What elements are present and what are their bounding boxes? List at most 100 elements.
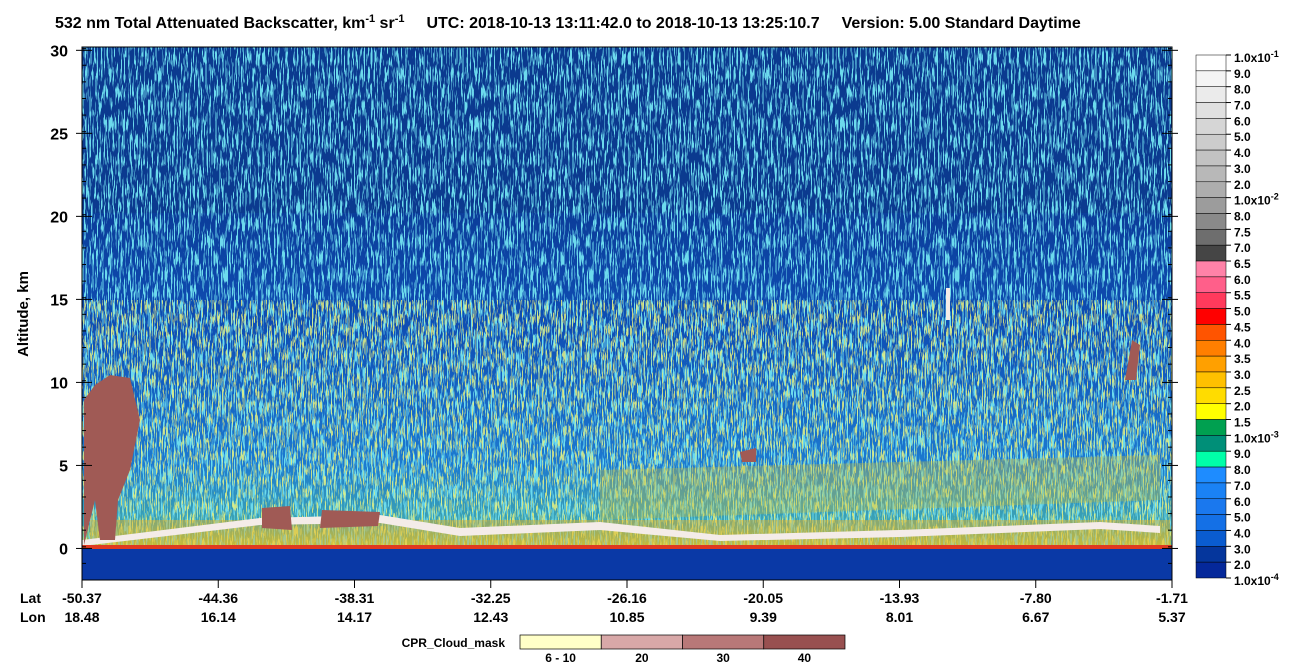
cloud (946, 288, 950, 320)
colorbar-swatch (1195, 561, 1227, 579)
colorbar-label: 9.0 (1234, 67, 1251, 81)
colorbar-label: 3.0 (1234, 162, 1251, 176)
colorbar-label: 6.0 (1234, 273, 1251, 287)
colorbar-swatch (1195, 371, 1227, 389)
colorbar-label: 1.0x10-4 (1234, 572, 1279, 588)
colorbar-label: 6.5 (1234, 257, 1251, 271)
x-tick-label: 6.67 (1022, 609, 1049, 625)
x-tick-label: -38.31 (335, 590, 375, 606)
colorbar-label: 4.0 (1234, 146, 1251, 160)
colorbar-label: 8.0 (1234, 463, 1251, 477)
colorbar-label: 3.0 (1234, 542, 1251, 556)
colorbar-label: 4.0 (1234, 336, 1251, 350)
colorbar-swatch (1195, 403, 1227, 420)
cpr-legend-label: 6 - 10 (545, 651, 576, 665)
x-tick-label: 16.14 (201, 609, 236, 625)
cpr-legend-label: 20 (635, 651, 649, 665)
colorbar-label: 4.5 (1234, 320, 1251, 334)
title-utc: UTC: 2018-10-13 13:11:42.0 to 2018-10-13… (426, 15, 819, 32)
x-tick-label: 5.37 (1158, 609, 1185, 625)
cpr-legend-title: CPR_Cloud_mask (402, 636, 506, 650)
x-tick-label: 18.48 (64, 609, 99, 625)
colorbar-swatch (1195, 197, 1227, 214)
colorbar-label: 2.0 (1234, 400, 1251, 414)
title-exp: -1 (365, 13, 375, 25)
colorbar-swatch (1195, 86, 1227, 103)
colorbar-swatch (1195, 419, 1227, 436)
x-tick-label: 9.39 (750, 609, 777, 625)
colorbar-swatch (1195, 244, 1227, 262)
x-tick-label: 10.85 (609, 609, 644, 625)
colorbar-swatch (1195, 229, 1227, 246)
cpr-cloud (84, 375, 140, 545)
cpr-legend-swatch (600, 634, 683, 650)
colorbar-swatch (1195, 514, 1227, 531)
x-tick-label: -7.80 (1020, 590, 1052, 606)
x-tick-label: 14.17 (337, 609, 372, 625)
colorbar-label: 3.5 (1234, 352, 1251, 366)
colorbar-label: 8.0 (1234, 209, 1251, 223)
colorbar-swatch (1195, 466, 1227, 484)
colorbar-swatch (1195, 165, 1227, 183)
colorbar-label: 7.0 (1234, 99, 1251, 113)
colorbar-swatch (1195, 260, 1227, 278)
colorbar-label: 5.5 (1234, 289, 1251, 303)
colorbar-label: 8.0 (1234, 83, 1251, 97)
x-tick-label: -50.37 (62, 590, 102, 606)
colorbar-swatch (1195, 149, 1227, 167)
y-tick-label: 20 (50, 209, 68, 226)
colorbar-swatch (1195, 546, 1227, 563)
x-tick-label: -1.71 (1156, 590, 1188, 606)
colorbar-label: 1.0x10-2 (1234, 192, 1279, 208)
colorbar-label: 3.0 (1234, 368, 1251, 382)
colorbar-label: 5.0 (1234, 511, 1251, 525)
title-exp: -1 (395, 13, 405, 25)
x-tick-label: -44.36 (198, 590, 238, 606)
colorbar-label: 7.0 (1234, 479, 1251, 493)
colorbar-swatch (1195, 181, 1227, 198)
title-text: 532 nm Total Attenuated Backscatter, km (55, 15, 365, 32)
colorbar-label: 1.0x10-1 (1234, 49, 1279, 65)
y-tick-label: 15 (50, 292, 68, 309)
colorbar-label-exp: -4 (1271, 572, 1279, 582)
colorbar-swatch (1195, 292, 1227, 309)
colorbar-swatch (1195, 70, 1227, 87)
colorbar-label: 7.0 (1234, 241, 1251, 255)
colorbar-swatch (1195, 355, 1227, 373)
colorbar-label-base: 1.0x10 (1234, 574, 1271, 588)
colorbar-label-base: 1.0x10 (1234, 194, 1271, 208)
x-row-name: Lat (20, 590, 41, 606)
x-tick-label: 12.43 (473, 609, 508, 625)
colorbar-label-exp: -1 (1271, 49, 1279, 59)
surface (82, 545, 1172, 549)
colorbar-swatch (1195, 387, 1227, 404)
x-row-name: Lon (20, 609, 46, 625)
x-tick-label: -26.16 (607, 590, 647, 606)
colorbar-label: 5.0 (1234, 130, 1251, 144)
title-text: sr (375, 15, 395, 32)
y-tick-label: 30 (50, 43, 68, 60)
cpr-cloud (262, 340, 1140, 530)
cpr-legend-label: 30 (716, 651, 730, 665)
x-tick-label: -20.05 (743, 590, 783, 606)
colorbar-label-exp: -3 (1271, 429, 1279, 439)
colorbar-swatch (1195, 435, 1227, 452)
colorbar-label: 5.0 (1234, 305, 1251, 319)
colorbar-swatch (1195, 450, 1227, 468)
colorbar-label: 1.0x10-3 (1234, 429, 1279, 445)
curtain-noise (82, 300, 1172, 548)
y-tick-label: 25 (50, 126, 68, 143)
cpr-legend-swatch (519, 634, 602, 650)
colorbar-label-base: 1.0x10 (1234, 51, 1271, 65)
colorbar-label: 2.5 (1234, 384, 1251, 398)
colorbar-label: 2.0 (1234, 558, 1251, 572)
colorbar-swatch (1195, 308, 1227, 325)
colorbar-swatch (1195, 102, 1227, 119)
x-tick-label: -13.93 (880, 590, 920, 606)
colorbar-label-base: 1.0x10 (1234, 431, 1271, 445)
y-axis-label: Altitude, km (15, 271, 32, 357)
y-tick-label: 10 (50, 375, 68, 392)
aerosol-layer (600, 455, 1160, 520)
subsurface (82, 549, 1172, 580)
